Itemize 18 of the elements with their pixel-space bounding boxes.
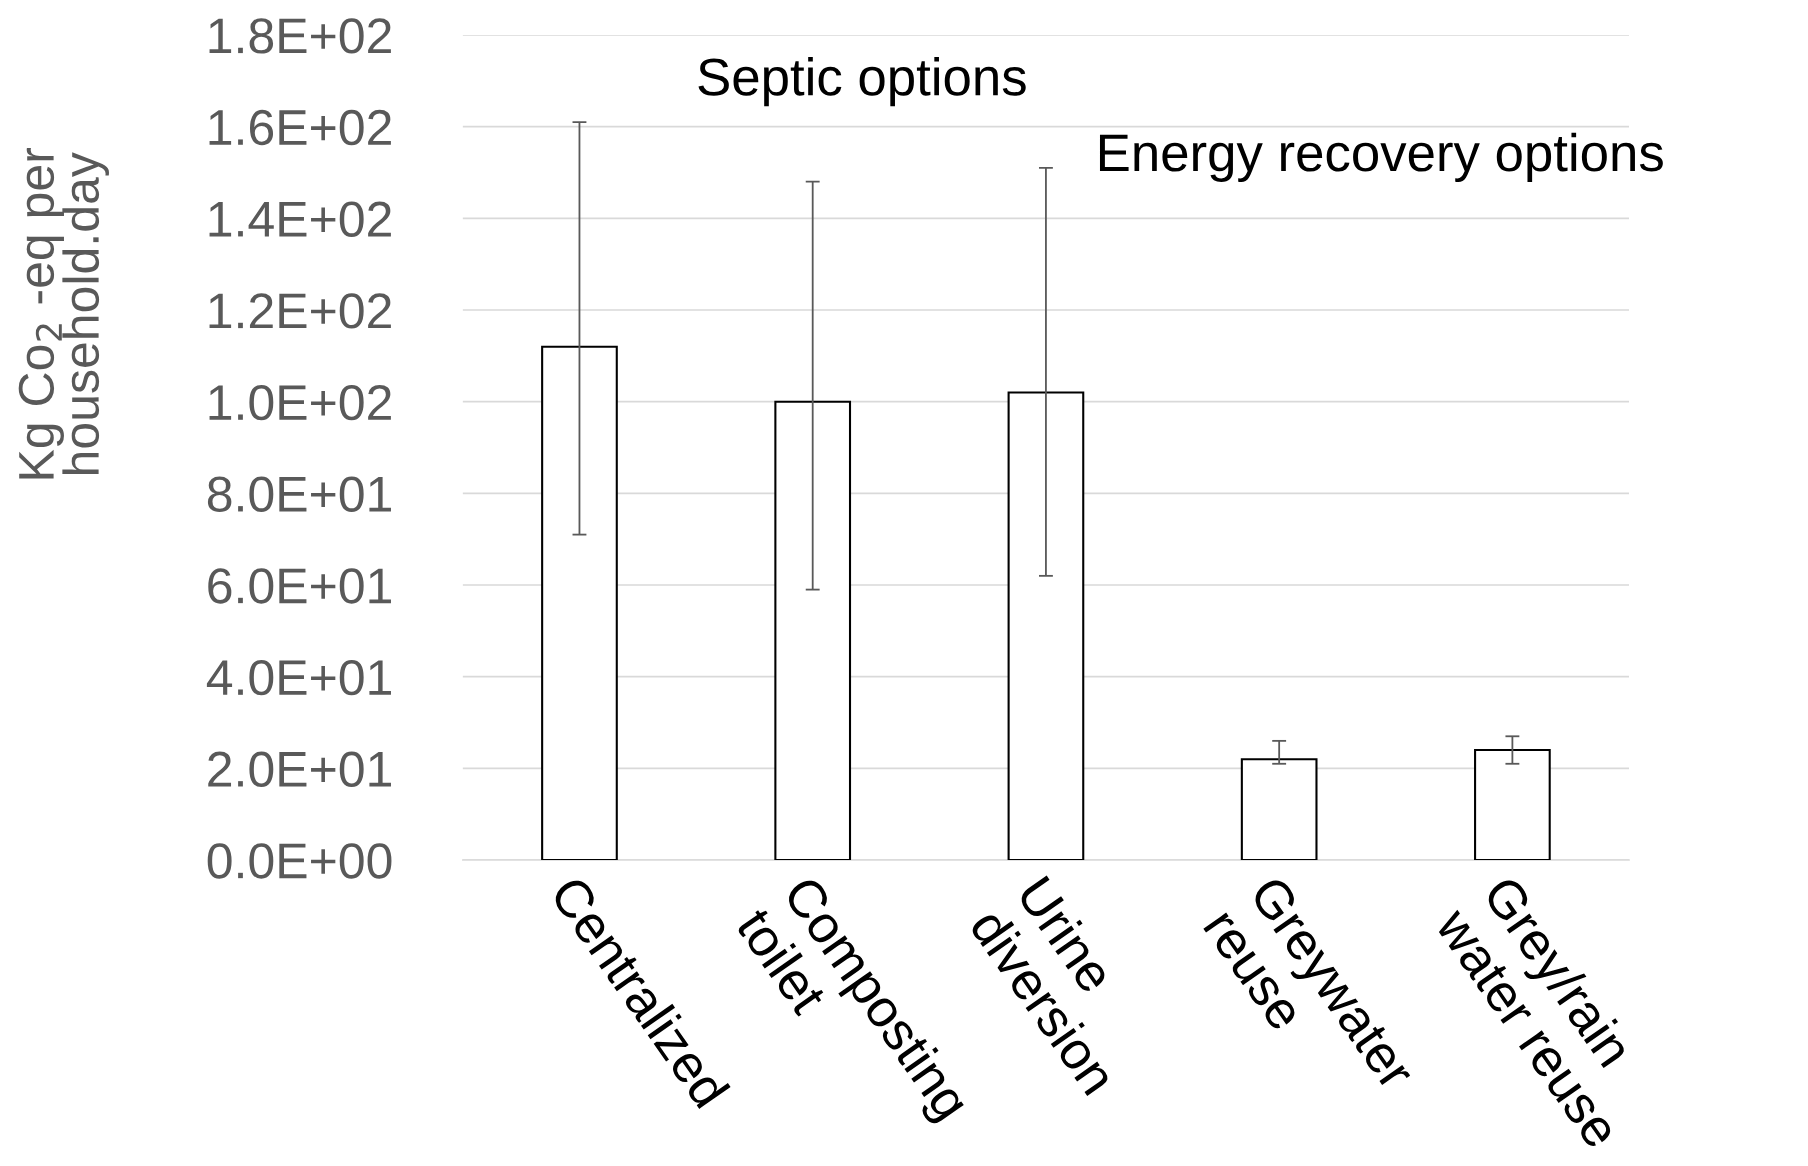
y-tick-label: 8.0E+01 (207, 476, 391, 512)
bar (774, 400, 852, 861)
y-tick-label: 1.2E+02 (209, 293, 391, 329)
bar (541, 345, 618, 861)
y-axis-title: Kg Co$_{2}$ -eq per household.day (18, 148, 109, 479)
bar (1240, 758, 1318, 861)
y-tick-label: 2.0E+01 (208, 751, 391, 787)
y-tick-label: 1.6E+02 (209, 109, 391, 146)
y-tick-label: 1.8E+02 (209, 18, 391, 54)
y-tick-label: 1.0E+02 (209, 384, 391, 421)
y-tick-label: 0.0E+00 (207, 843, 392, 879)
y-tick-label: 6.0E+01 (208, 568, 391, 604)
annotation: Septic options (698, 57, 1026, 107)
y-tick-label: 1.4E+02 (209, 201, 391, 237)
bar (1474, 748, 1551, 861)
y-tick-label: 4.0E+01 (206, 659, 391, 696)
annotation: Energy recovery options (1099, 132, 1663, 183)
bar (1007, 391, 1085, 861)
